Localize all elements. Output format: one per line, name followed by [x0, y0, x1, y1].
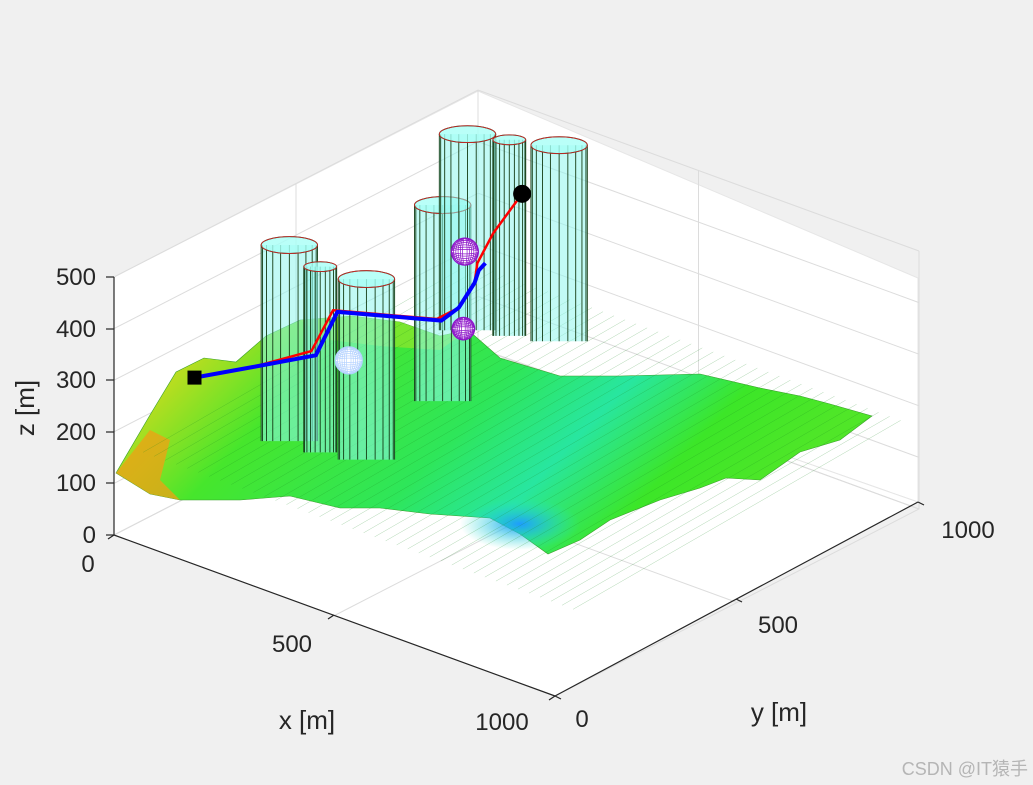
- terrain-hatch: [451, 375, 780, 566]
- x-tick-500: [327, 614, 335, 620]
- terrain-hatch: [308, 323, 637, 513]
- threat-3: [450, 237, 479, 266]
- threat-3-outline: [450, 237, 479, 266]
- terrain-hatch: [495, 391, 824, 582]
- terrain-hatch: [407, 359, 736, 550]
- y-tick-label-500: 500: [758, 612, 798, 639]
- start-marker: [187, 370, 202, 385]
- x-axis-line: [113, 534, 556, 697]
- terrain-valley: [460, 498, 580, 550]
- obstacle-1-rim: [260, 236, 318, 254]
- terrain-hatch: [561, 416, 890, 606]
- threat-spheres: [334, 237, 479, 375]
- terrain-hatch: [297, 319, 626, 509]
- goal-marker: [513, 184, 532, 203]
- threat-2: [451, 316, 476, 341]
- terrain-hatch: [572, 420, 901, 610]
- threat-2-parallel: [451, 318, 475, 339]
- x-tick-0: [107, 534, 115, 540]
- tick-labels: 0 100 200 300 400 500 0 500 1000 0 500 1…: [56, 264, 995, 736]
- z-tick-label-400: 400: [56, 316, 96, 343]
- obstacle-7-rim: [530, 136, 588, 155]
- terrain-hatch: [330, 331, 659, 521]
- x-tick-1000: [548, 695, 556, 701]
- terrain-hatch: [539, 408, 868, 598]
- terrain-hatch: [429, 367, 758, 558]
- y-tick-label-1000: 1000: [941, 517, 994, 544]
- terrain-hatch: [341, 335, 670, 525]
- x-tick-label-500: 500: [272, 631, 312, 658]
- z-tick-label-300: 300: [56, 367, 96, 394]
- terrain-hatch: [473, 383, 802, 574]
- z-tick-label-500: 500: [56, 264, 96, 291]
- obstacle-2-rim: [303, 261, 338, 272]
- y-axis-label: y [m]: [751, 697, 807, 727]
- z-tick-label-100: 100: [56, 470, 96, 497]
- terrain-hatch: [385, 351, 714, 542]
- threat-1-parallel: [334, 348, 363, 372]
- y-tick-500: [735, 598, 743, 603]
- terrain-hatch: [396, 355, 725, 546]
- obstacle-5: [438, 125, 497, 331]
- terrain-hatch: [374, 347, 703, 538]
- obstacle-3-rim: [337, 270, 396, 288]
- tick-marks: [106, 276, 925, 701]
- y-tick-0: [554, 695, 562, 700]
- y-tick-1000: [917, 501, 925, 506]
- threat-1-meridian: [337, 346, 361, 375]
- obstacle-2: [303, 261, 338, 453]
- terrain-hatch: [462, 379, 791, 570]
- x-tick-label-0: 0: [81, 551, 94, 578]
- watermark: CSDN @IT猿手: [902, 759, 1028, 779]
- terrain-hatch: [550, 412, 879, 602]
- terrain-hatch: [319, 327, 648, 517]
- cylinder-obstacles: [260, 125, 588, 460]
- terrain-hatch: [286, 315, 615, 505]
- terrain-hatch: [418, 363, 747, 554]
- obstacle-6-rim: [492, 134, 527, 146]
- threat-2-meridian: [453, 317, 474, 341]
- obstacle-6: [492, 134, 527, 336]
- terrain-hatch: [506, 395, 835, 586]
- x-tick-label-1000: 1000: [475, 709, 528, 736]
- path-blue: [194, 261, 487, 380]
- z-tick-label-200: 200: [56, 419, 96, 446]
- threat-3-parallel: [450, 240, 479, 264]
- threat-2-outline: [451, 316, 476, 341]
- terrain-hatch: [517, 400, 846, 590]
- terrain-hatch: [363, 343, 692, 534]
- terrain-ridge-high: [116, 430, 180, 500]
- obstacle-7: [530, 136, 588, 342]
- terrain-hatch: [484, 387, 813, 578]
- terrain-hatch: [528, 404, 857, 594]
- terrain-hatch: [275, 311, 604, 501]
- terrain-hatch: [440, 371, 769, 562]
- x-axis-label: x [m]: [279, 705, 335, 735]
- threat-1-outline: [334, 346, 363, 375]
- z-tick-label-0: 0: [83, 522, 96, 549]
- flight-paths: [194, 193, 524, 380]
- threat-3-meridian: [453, 237, 477, 266]
- threat-1: [334, 346, 363, 375]
- obstacle-5-rim: [438, 125, 497, 143]
- z-axis-label: z [m]: [10, 380, 40, 436]
- terrain-hatch: [352, 339, 681, 530]
- y-tick-label-0: 0: [575, 706, 588, 733]
